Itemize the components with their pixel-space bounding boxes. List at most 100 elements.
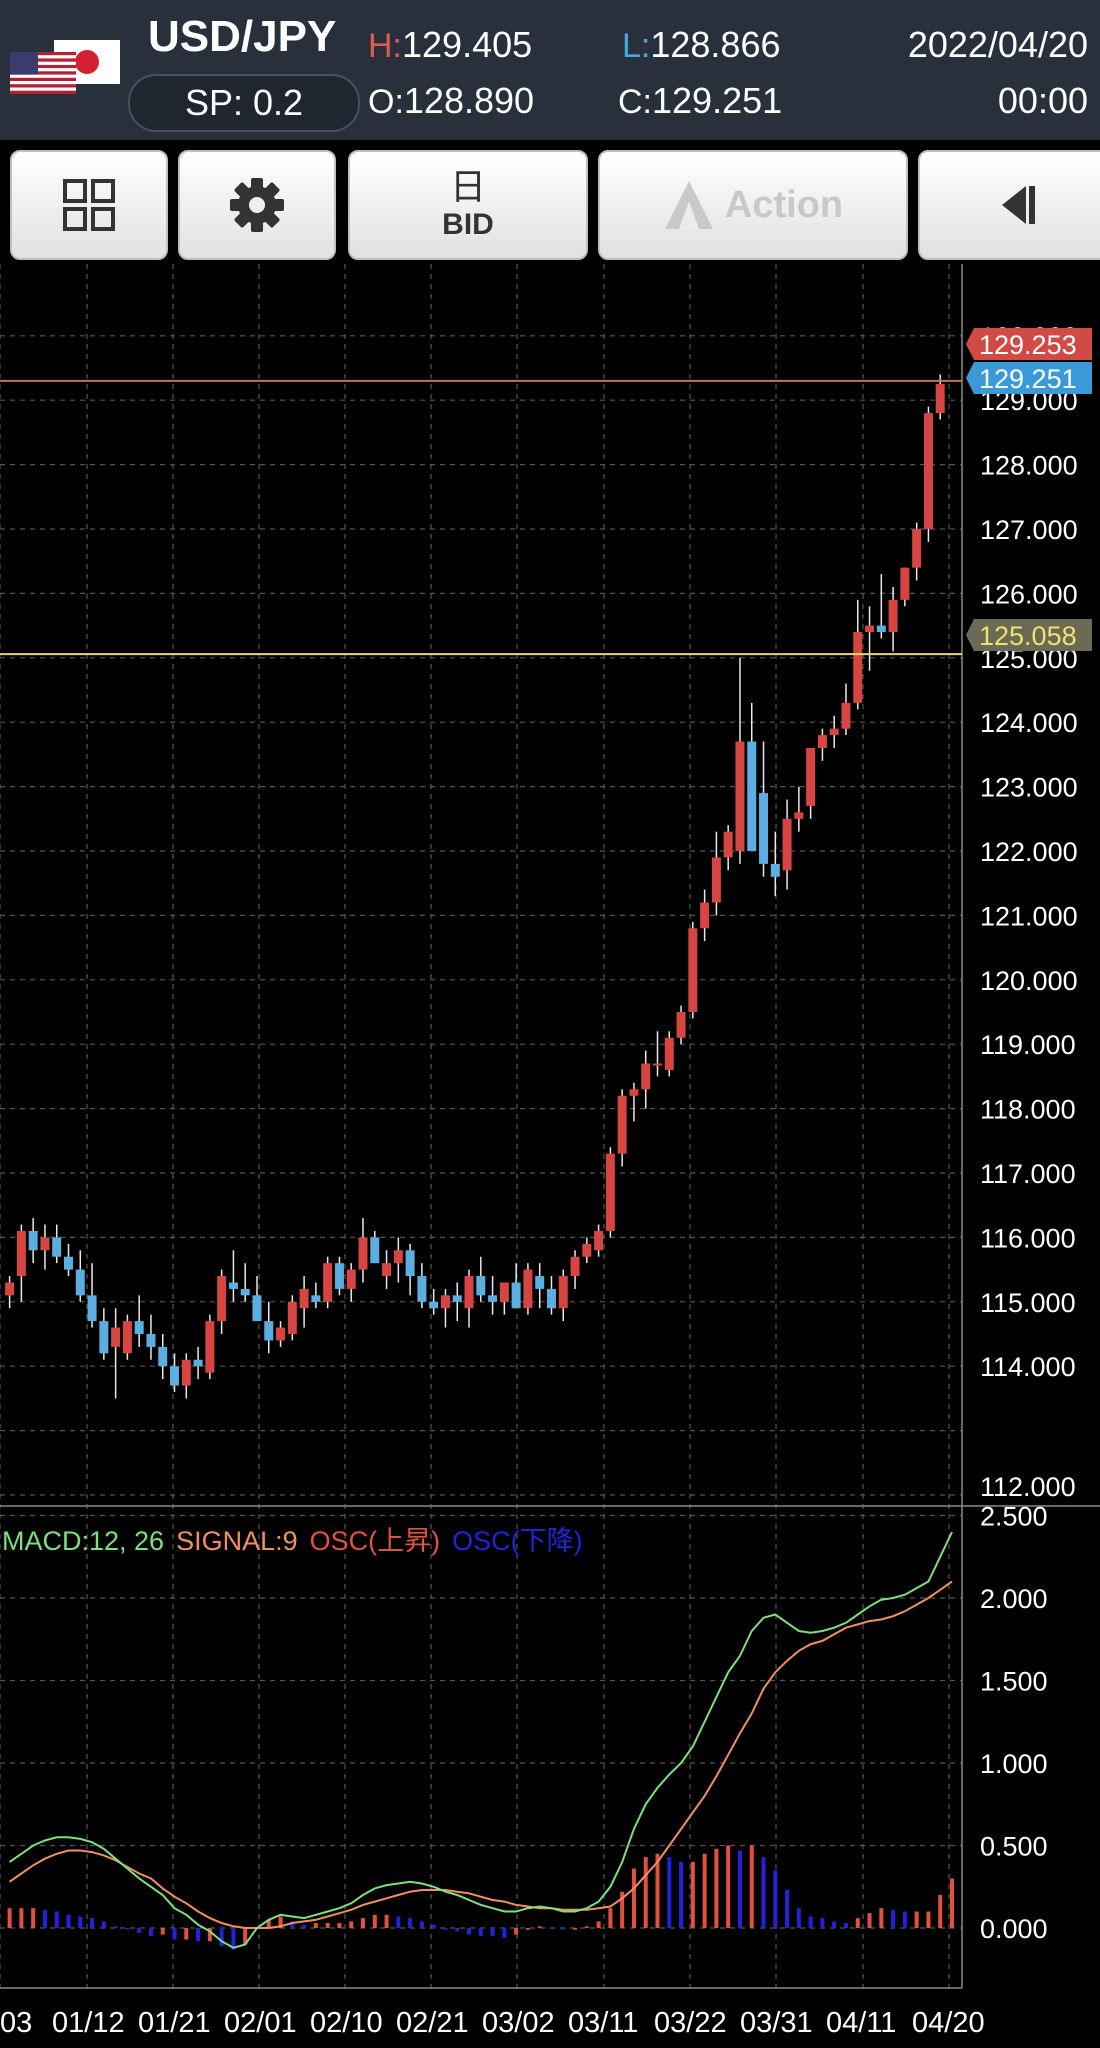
osc-bar (620, 1891, 625, 1928)
macd-tick-label: 2.000 (980, 1584, 1048, 1614)
high-label: H: (368, 27, 402, 65)
time-tick-label: 02/01 (224, 2007, 297, 2039)
bid-price-tag: 129.251 (966, 362, 1092, 394)
osc-bar (549, 1928, 554, 1929)
candle (817, 728, 827, 761)
candle (99, 1308, 109, 1360)
osc-bar (537, 1926, 542, 1928)
price-tags: 129.253 129.251 125.058 (966, 328, 1092, 651)
price-tick-label: 119.000 (980, 1030, 1076, 1060)
candle (488, 1276, 498, 1315)
panel-toggle-button[interactable] (918, 150, 1100, 260)
candle (5, 1276, 15, 1309)
osc-bar (773, 1870, 778, 1928)
osc-bar (419, 1921, 424, 1928)
osc-bar (455, 1928, 460, 1932)
price-tick-label: 122.000 (980, 837, 1078, 867)
macd-line (9, 1531, 953, 1949)
candle (535, 1263, 545, 1309)
macd-tick-label: 1.500 (980, 1667, 1048, 1697)
step-back-icon (1002, 186, 1035, 224)
macd-legend-item: MACD:12, 26 (2, 1526, 164, 1556)
time-tick-label: 04/20 (912, 2007, 985, 2039)
usa-flag-icon (10, 52, 76, 94)
chart-grid (0, 264, 962, 1988)
osc-bar (290, 1921, 295, 1928)
currency-pair[interactable]: USD/JPY (148, 12, 337, 61)
price-type-label: BID (442, 208, 494, 241)
price-tick-label: 127.000 (980, 515, 1078, 545)
candle (52, 1224, 62, 1264)
time-tick-label: 03/02 (482, 2007, 555, 2039)
candle (334, 1256, 344, 1296)
action-label: Action (724, 183, 844, 226)
osc-bar (938, 1895, 943, 1928)
time-tick-label: 02/21 (396, 2007, 469, 2039)
candle (323, 1256, 333, 1309)
osc-bar (66, 1914, 71, 1928)
osc-bar (184, 1928, 189, 1940)
price-tick-label: 128.000 (980, 451, 1078, 481)
osc-bar (42, 1909, 47, 1928)
price-tick-label: 123.000 (980, 773, 1078, 803)
candle (511, 1263, 521, 1309)
osc-bar (266, 1919, 271, 1928)
svg-text:129.251: 129.251 (979, 364, 1077, 394)
osc-bar (796, 1908, 801, 1928)
candle (276, 1321, 286, 1347)
osc-bar (78, 1916, 83, 1928)
macd-legend-item: SIGNAL:9 (176, 1526, 298, 1556)
osc-bar (785, 1890, 790, 1928)
candle (653, 1031, 662, 1077)
osc-bar (278, 1916, 283, 1928)
period-button[interactable]: 日 BID (348, 150, 588, 260)
low-price: L:128.866 (622, 24, 781, 66)
action-button[interactable]: Action (598, 150, 908, 260)
osc-bar (196, 1928, 201, 1942)
osc-bar (820, 1918, 825, 1928)
osc-bar (502, 1928, 507, 1938)
candle (912, 522, 922, 581)
candle (346, 1263, 356, 1302)
candle (806, 747, 816, 819)
osc-bar (160, 1928, 165, 1935)
macd-tick-label: 1.000 (980, 1749, 1048, 1779)
candle (111, 1308, 121, 1399)
candle (865, 606, 875, 671)
svg-text:129.253: 129.253 (979, 330, 1077, 360)
chart-area[interactable]: 130.000129.000128.000127.000126.000125.0… (0, 264, 1100, 2048)
low-value: 128.866 (650, 24, 781, 65)
candle (582, 1237, 592, 1264)
high-price: H:129.405 (368, 24, 532, 66)
time-tick-label: 02/10 (310, 2007, 383, 2039)
candle (28, 1218, 38, 1264)
osc-bar (431, 1924, 436, 1928)
macd-legend: MACD:12, 26 SIGNAL:9 OSC(上昇) OSC(下降) (2, 1526, 583, 1556)
open-label: O: (368, 83, 404, 121)
time-tick-label: 03/11 (568, 2007, 638, 2039)
candle (134, 1295, 144, 1347)
time-tick-label: 03/22 (654, 2007, 727, 2039)
candle (476, 1256, 486, 1302)
candle (759, 741, 769, 877)
osc-bar (490, 1928, 495, 1937)
candle (935, 374, 945, 420)
candle (170, 1353, 180, 1392)
osc-bar (525, 1928, 530, 1930)
osc-bar (137, 1928, 142, 1933)
price-tick-label: 121.000 (980, 901, 1078, 931)
osc-bar (867, 1913, 872, 1928)
candle (452, 1282, 462, 1322)
time-tick-label: 01/12 (52, 2007, 125, 2039)
layout-button[interactable] (10, 150, 168, 260)
candle (40, 1224, 50, 1270)
osc-bar (808, 1916, 813, 1928)
osc-bar (31, 1908, 36, 1928)
price-tick-label: 115.000 (980, 1288, 1076, 1318)
osc-bar (843, 1923, 848, 1928)
settings-button[interactable] (178, 150, 336, 260)
osc-bar (902, 1911, 907, 1928)
osc-bar (891, 1909, 896, 1928)
candle (405, 1243, 415, 1296)
candle (217, 1269, 227, 1334)
